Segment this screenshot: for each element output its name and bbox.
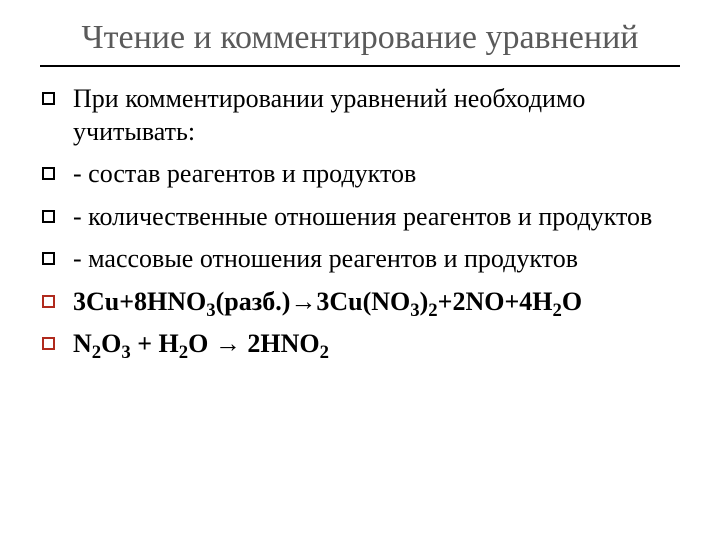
list-item-text: - количественные отношения реагентов и п…	[73, 201, 680, 234]
list-item: - состав реагентов и продуктов	[40, 158, 680, 191]
list-item-text: При комментировании уравнений необходимо…	[73, 83, 680, 148]
square-bullet-icon	[42, 252, 55, 265]
title-divider	[40, 65, 680, 67]
square-bullet-icon	[42, 337, 55, 350]
list-item: N2O3 + H2O → 2HNO2	[40, 328, 680, 361]
list-item-text: - состав реагентов и продуктов	[73, 158, 680, 191]
square-bullet-icon	[42, 295, 55, 308]
list-item: - количественные отношения реагентов и п…	[40, 201, 680, 234]
square-bullet-icon	[42, 167, 55, 180]
list-item-text: - массовые отношения реагентов и продукт…	[73, 243, 680, 276]
square-bullet-icon	[42, 92, 55, 105]
square-bullet-icon	[42, 210, 55, 223]
list-item: При комментировании уравнений необходимо…	[40, 83, 680, 148]
slide-title: Чтение и комментирование уравнений	[40, 18, 680, 57]
list-item-text: 3Cu+8HNO3(разб.)→3Cu(NO3)2+2NO+4H2O	[73, 286, 680, 319]
list-item: - массовые отношения реагентов и продукт…	[40, 243, 680, 276]
list-item-text: N2O3 + H2O → 2HNO2	[73, 328, 680, 361]
slide: Чтение и комментирование уравнений При к…	[0, 0, 720, 540]
bullet-list: При комментировании уравнений необходимо…	[40, 83, 680, 361]
list-item: 3Cu+8HNO3(разб.)→3Cu(NO3)2+2NO+4H2O	[40, 286, 680, 319]
